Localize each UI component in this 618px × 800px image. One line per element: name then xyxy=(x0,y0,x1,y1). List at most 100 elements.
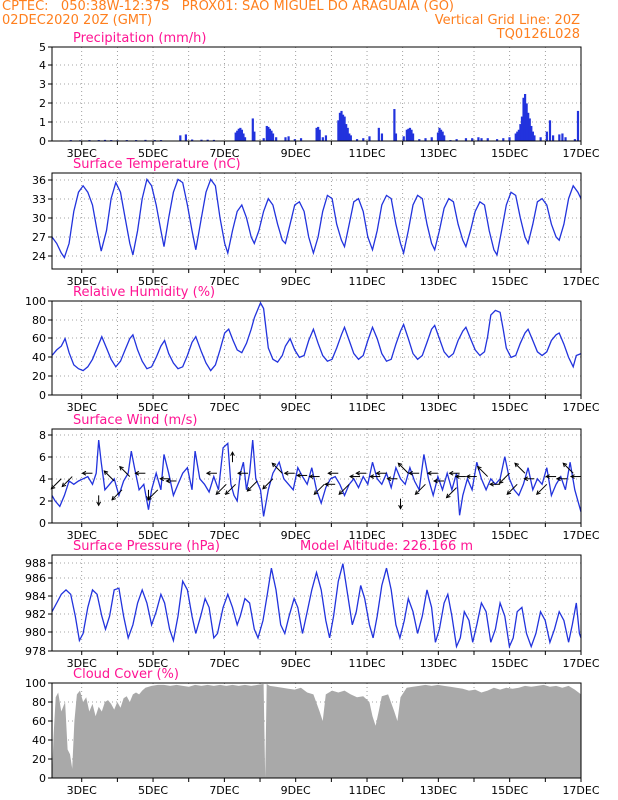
x-tick-label: 9DEC xyxy=(281,275,311,288)
x-tick-label: 9DEC xyxy=(281,657,311,670)
y-tick-label: 40 xyxy=(32,351,46,364)
precip-bar xyxy=(341,114,345,141)
precip-bar xyxy=(268,128,272,141)
precip-bar xyxy=(236,130,239,141)
precip-bar xyxy=(522,97,525,141)
precip-bar xyxy=(520,116,524,141)
precip-bar xyxy=(531,131,534,141)
y-tick-label: 986 xyxy=(25,572,46,585)
precip-bar xyxy=(345,124,348,141)
precip-bar xyxy=(206,139,209,141)
x-tick-label: 7DEC xyxy=(209,657,239,670)
wind-arrow-head xyxy=(119,465,124,471)
panel-title: Surface Wind (m/s) xyxy=(73,413,197,428)
precip-bar xyxy=(430,137,433,141)
wind-arrow-head xyxy=(489,481,494,487)
precip-bar xyxy=(103,139,107,141)
precip-bar xyxy=(502,138,505,141)
wind-arrow-head xyxy=(96,501,102,507)
wind-arrow-head xyxy=(271,462,277,468)
precip-bar xyxy=(284,137,287,141)
precip-bar xyxy=(455,139,458,141)
wind-arrow-head xyxy=(555,476,561,482)
wind-arrow-head xyxy=(465,474,471,479)
precip-bar xyxy=(337,120,340,141)
wind-arrow-shaft xyxy=(119,466,131,477)
x-tick-label: 13DEC xyxy=(420,529,457,542)
x-tick-label: 9DEC xyxy=(281,784,311,797)
wind-arrow-head xyxy=(327,470,333,476)
wind-arrow-shaft xyxy=(562,462,574,474)
precip-bar xyxy=(271,133,275,141)
precip-bar xyxy=(212,139,216,141)
x-tick-label: 7DEC xyxy=(209,784,239,797)
precip-bar xyxy=(200,139,203,141)
wind-arrow-head xyxy=(61,482,67,488)
precip-bar xyxy=(265,125,268,141)
x-tick-label: 5DEC xyxy=(138,784,168,797)
precip-bar xyxy=(253,131,256,141)
panel-subtitle: Model Altitude: 226.166 m xyxy=(300,539,473,554)
precip-bar xyxy=(545,131,548,141)
precip-bar xyxy=(184,134,188,141)
precip-bar xyxy=(346,127,349,141)
y-tick-label: 30 xyxy=(32,212,46,225)
precip-bar xyxy=(324,135,328,141)
precip-bar xyxy=(343,116,346,141)
wind-arrow-shaft xyxy=(397,462,409,474)
wind-arrow-shaft xyxy=(247,480,258,492)
x-tick-label: 11DEC xyxy=(348,529,385,542)
precip-bar xyxy=(564,137,567,141)
precip-bar xyxy=(362,138,365,141)
precip-bar xyxy=(394,133,398,141)
precip-bar xyxy=(348,133,351,141)
precip-bar xyxy=(275,137,278,141)
precip-bar xyxy=(237,128,240,141)
precip-bar xyxy=(144,139,147,141)
wind-arrow-head xyxy=(536,490,541,496)
precip-bar xyxy=(315,127,318,141)
x-tick-label: 15DEC xyxy=(491,275,528,288)
panel-title: Cloud Cover (%) xyxy=(73,667,179,682)
wind-arrow-head xyxy=(355,470,361,476)
precip-bar xyxy=(551,135,555,141)
precip-bar xyxy=(270,130,273,141)
y-tick-label: 6 xyxy=(39,451,46,464)
x-tick-label: 11DEC xyxy=(348,401,385,414)
wind-arrow-head xyxy=(147,495,152,501)
precip-bar xyxy=(368,136,371,141)
precip-bar xyxy=(523,94,527,141)
y-tick-label: 0 xyxy=(39,772,46,785)
precip-bar xyxy=(439,129,443,141)
wind-arrow-shaft xyxy=(111,489,123,501)
y-tick-label: 0 xyxy=(39,517,46,530)
wind-arrow-shaft xyxy=(446,487,457,498)
wind-arrow-shaft xyxy=(225,483,236,495)
wind-arrow-shaft xyxy=(415,483,426,495)
x-tick-label: 3DEC xyxy=(67,401,97,414)
x-tick-label: 17DEC xyxy=(562,657,599,670)
precip-bar xyxy=(558,134,561,141)
precip-bar xyxy=(407,128,410,141)
precip-bar xyxy=(262,138,265,141)
wind-arrow-head xyxy=(445,493,451,499)
y-tick-label: 20 xyxy=(32,370,46,383)
wind-arrow-shaft xyxy=(506,483,518,495)
wind-arrow-shaft xyxy=(215,483,227,495)
precip-bar xyxy=(477,137,480,141)
precip-bar xyxy=(436,132,440,141)
precip-bar xyxy=(464,138,468,141)
x-tick-label: 17DEC xyxy=(562,401,599,414)
y-tick-label: 0 xyxy=(39,389,46,402)
precip-bar xyxy=(519,124,522,141)
y-tick-label: 978 xyxy=(25,645,46,658)
precip-bar xyxy=(573,139,576,141)
y-tick-label: 2 xyxy=(39,97,46,110)
precip-bar xyxy=(234,132,237,141)
precip-bar xyxy=(438,127,441,141)
precip-bar xyxy=(251,118,254,141)
wind-arrow-head xyxy=(476,465,482,471)
wind-arrow-head xyxy=(230,451,235,456)
wind-arrow-shaft xyxy=(147,489,159,501)
y-tick-label: 1 xyxy=(39,116,46,129)
